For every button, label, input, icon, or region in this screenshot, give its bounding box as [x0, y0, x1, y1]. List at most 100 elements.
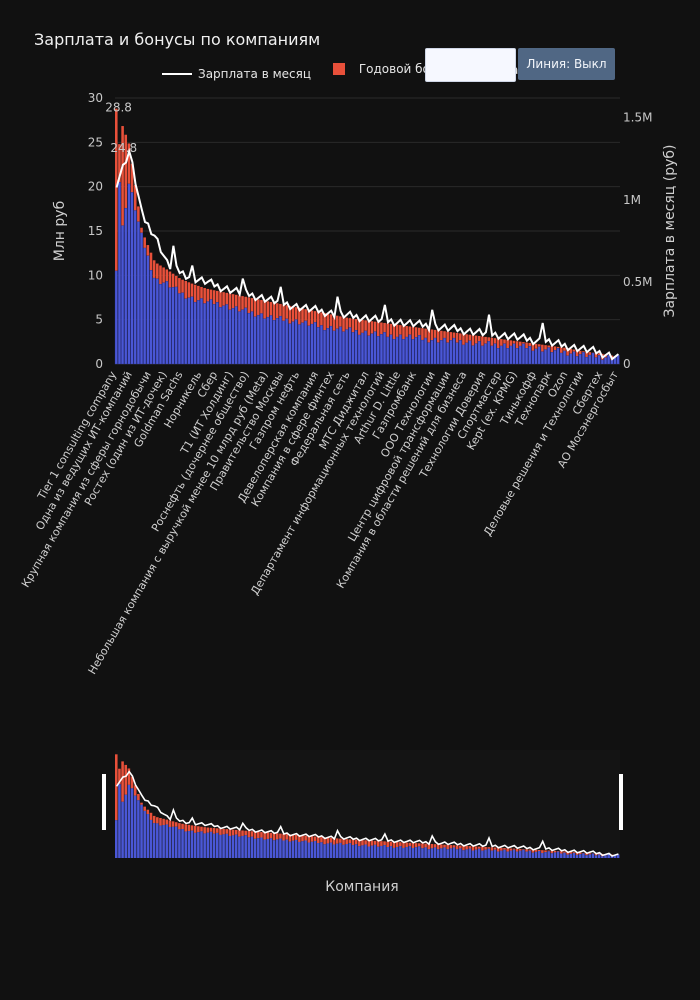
- mini-bar-base: [376, 846, 380, 858]
- bar-base: [597, 355, 601, 365]
- legend-item-line[interactable]: Зарплата в месяц: [162, 67, 311, 81]
- bar-bonus: [443, 331, 446, 339]
- mini-bar-base: [187, 831, 191, 858]
- bar-bonus: [193, 284, 197, 303]
- bar-bonus: [345, 317, 348, 330]
- bar-base: [367, 335, 371, 365]
- mini-bar-bonus: [137, 794, 140, 801]
- bar-bonus: [313, 311, 317, 323]
- legend-item-bonus[interactable]: Годовой бону: [332, 62, 445, 76]
- mini-bar-base: [127, 784, 131, 858]
- bar-base: [547, 347, 551, 365]
- bar-base: [130, 192, 134, 365]
- mini-bar-base: [225, 833, 229, 858]
- mini-bar-bonus: [414, 843, 418, 848]
- bar-bonus: [597, 353, 601, 356]
- mini-bar-bonus: [402, 842, 405, 848]
- bar-bonus: [361, 319, 364, 333]
- mini-bar-bonus: [203, 827, 206, 834]
- mini-bar-bonus: [184, 824, 187, 832]
- bar-base: [471, 345, 475, 365]
- mini-bar-bonus: [329, 837, 333, 843]
- bar-base: [177, 293, 181, 365]
- bar-bonus: [525, 342, 528, 349]
- mini-bar-bonus: [556, 851, 560, 852]
- x-axis-title: Компания: [325, 879, 398, 895]
- mini-bar-base: [178, 829, 181, 858]
- mini-bar-bonus: [263, 832, 266, 840]
- bar-base: [288, 323, 292, 365]
- bar-base: [247, 312, 251, 365]
- mini-bar-base: [320, 842, 323, 858]
- mini-bar-bonus: [307, 835, 311, 843]
- mini-bar-bonus: [250, 831, 254, 837]
- bar-bonus: [411, 326, 415, 340]
- mini-bar-base: [503, 849, 506, 858]
- bar-base: [316, 327, 320, 365]
- y-tick-label: 20: [88, 180, 103, 194]
- bar-bonus: [493, 338, 497, 344]
- bar-bonus: [206, 288, 210, 302]
- bar-data-label: 24.8: [110, 141, 137, 155]
- mini-bar-base: [383, 845, 386, 858]
- line-toggle-button[interactable]: Линия: Выкл: [518, 48, 615, 80]
- mini-bar-base: [279, 838, 282, 858]
- mini-bar-base: [373, 844, 377, 858]
- bar-bonus: [418, 327, 421, 336]
- mini-bar-base: [515, 851, 519, 858]
- bar-base: [383, 332, 386, 365]
- mini-bar-base: [244, 835, 247, 858]
- bar-bonus: [130, 163, 134, 193]
- bar-base: [600, 359, 604, 365]
- mini-bar-base: [547, 851, 550, 858]
- mini-bar-base: [332, 844, 336, 858]
- bar-bonus: [572, 349, 576, 352]
- mini-bar-bonus: [288, 834, 292, 842]
- mini-bar-bonus: [462, 845, 465, 851]
- mini-bar-bonus: [367, 840, 371, 847]
- mini-bar-bonus: [354, 839, 358, 845]
- bar-base: [607, 355, 611, 365]
- mini-bar-base: [253, 838, 257, 858]
- range-slider: [102, 750, 623, 858]
- mini-bar-base: [553, 852, 557, 858]
- bar-bonus: [500, 339, 503, 346]
- mini-bar-bonus: [351, 839, 355, 846]
- bar-base: [414, 337, 418, 365]
- blank-toggle-button[interactable]: [425, 48, 516, 82]
- x-tick-label: Крупная компания из сферы горнодобычи: [19, 369, 154, 590]
- mini-bar-base: [462, 850, 465, 858]
- bar-base: [225, 304, 229, 365]
- mini-bar-base: [222, 834, 225, 858]
- mini-bar-base: [257, 838, 260, 858]
- mini-bar-bonus: [320, 837, 323, 843]
- bar-bonus: [178, 278, 181, 294]
- bar-bonus: [165, 269, 169, 282]
- bar-base: [575, 356, 579, 365]
- mini-bar-bonus: [496, 847, 500, 852]
- mini-bar-base: [474, 849, 478, 858]
- range-slider-handle-left[interactable]: [102, 774, 106, 830]
- mini-bar-base: [317, 843, 320, 858]
- bar-bonus: [519, 341, 522, 346]
- bar-base: [566, 355, 570, 365]
- bar-base: [405, 336, 409, 365]
- mini-bar-bonus: [146, 809, 150, 815]
- bar-base: [553, 350, 557, 365]
- bar-base: [184, 298, 188, 365]
- bar-base: [439, 340, 443, 365]
- bar-base: [452, 337, 456, 365]
- mini-bar-base: [392, 847, 396, 858]
- bar-base: [433, 337, 437, 365]
- bar-base: [534, 348, 538, 365]
- mini-bar-bonus: [222, 828, 225, 835]
- mini-bar-base: [206, 832, 210, 858]
- mini-bar-bonus: [310, 836, 314, 842]
- mini-bar-base: [174, 826, 178, 858]
- mini-bar-base: [408, 846, 412, 858]
- mini-bar-bonus: [436, 844, 440, 850]
- range-slider-handle-right[interactable]: [619, 774, 623, 830]
- mini-bar-base: [380, 845, 383, 858]
- bar-bonus: [184, 280, 187, 299]
- bar-base: [559, 352, 563, 365]
